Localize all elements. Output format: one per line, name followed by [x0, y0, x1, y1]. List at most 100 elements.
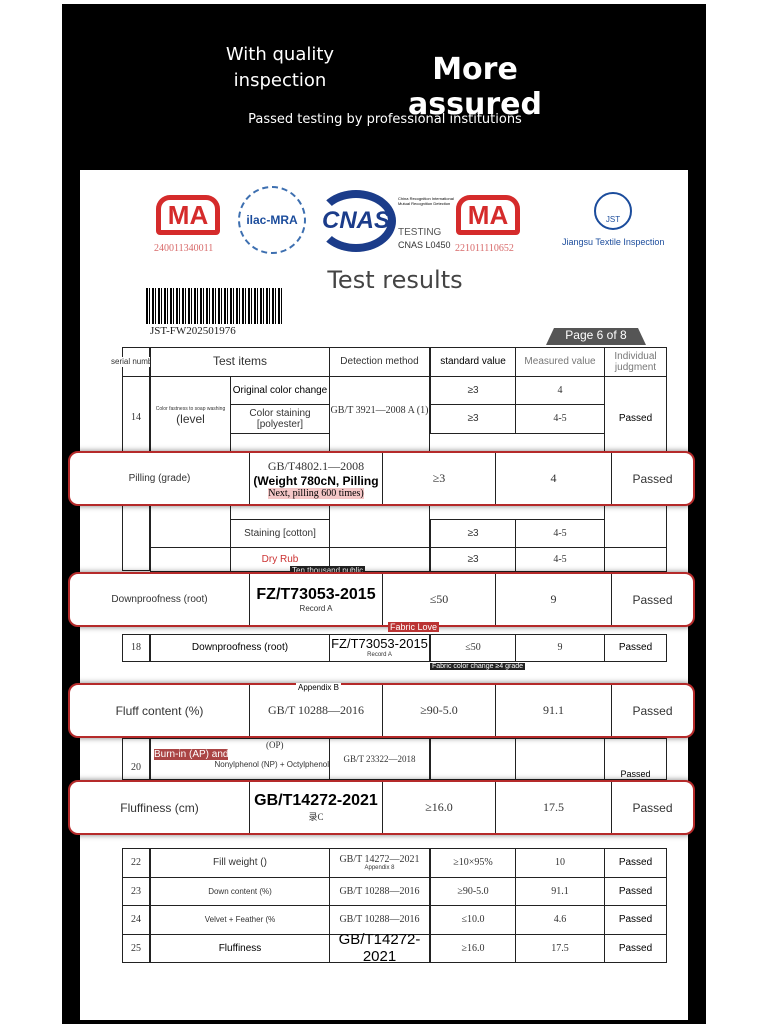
highlight-judgment: Passed [632, 471, 673, 486]
cnas-small-text: China Recognition International Mutual R… [398, 196, 454, 206]
row22-method: GB/T 14272—2021 Appendix 8 [329, 848, 430, 878]
row18-serial: 18 [122, 634, 150, 662]
row25-judgment: Passed [604, 933, 667, 963]
row23-item: Down content (%) [150, 876, 330, 906]
fabric-color-label: Fabric color change ≥4 grade [430, 663, 526, 670]
header-test-items: Test items [150, 347, 330, 377]
row14-std-3: ≥3 [430, 519, 516, 548]
rub-item [150, 547, 231, 572]
row20-val [515, 738, 605, 780]
highlight-method: GB/T14272-2021 录C [250, 782, 383, 833]
row18-val: 9 [515, 634, 605, 662]
header-standard-value: standard value [430, 347, 516, 377]
highlight-item: Downproofness (root) [70, 574, 250, 625]
highlight-method: GB/T 10288—2016 [250, 685, 383, 736]
row23-val: 91.1 [515, 876, 605, 906]
row23-serial: 23 [122, 876, 150, 906]
cnas-testing: TESTING [398, 227, 442, 238]
row14-val-2: 4-5 [515, 404, 605, 434]
row20-method: GB/T 23322—2018 [329, 738, 430, 780]
highlight-row-downproofness: Downproofness (root) FZ/T73053-2015 Recor… [68, 572, 695, 627]
highlight-std: ≥3 [383, 453, 496, 504]
row20-std [430, 738, 516, 780]
row20-judgment: Passed [604, 738, 667, 780]
row24-std: ≤10.0 [430, 905, 516, 935]
highlight-item: Fluffiness (cm) [70, 782, 250, 833]
highlight-item: Fluff content (%) [70, 685, 250, 736]
row18-method: FZ/T73053-2015 Record A [329, 634, 430, 662]
page-indicator: Page 6 of 8 [546, 328, 646, 345]
rub-judgment [604, 547, 667, 572]
row20-serial: 20 [122, 738, 150, 780]
ilac-mra-logo: ilac-MRA [238, 186, 306, 254]
row25-serial: 25 [122, 933, 150, 963]
row25-item: Fluffiness [150, 933, 330, 963]
row22-judgment: Passed [604, 848, 667, 878]
report-title: Test results [327, 266, 463, 294]
rub-val: 4-5 [515, 547, 605, 572]
row24-serial: 24 [122, 905, 150, 935]
ten-thousand-label: Ten thousand public [290, 566, 366, 575]
header-judgment: Individual judgment [604, 347, 667, 377]
row22-item: Fill weight () [150, 848, 330, 878]
row22-val: 10 [515, 848, 605, 878]
row14-val-1: 4 [515, 376, 605, 405]
row20-op: (OP) [266, 740, 284, 750]
row23-std: ≥90-5.0 [430, 876, 516, 906]
cma-number-2: 221011110652 [455, 243, 514, 254]
highlight-val: 4 [496, 453, 612, 504]
row24-item: Velvet + Feather (% [150, 905, 330, 935]
cnas-code: CNAS L0450 [398, 240, 451, 250]
row20-item: Burn-in (AP) and Nonylphenol (NP) + Octyl… [150, 738, 330, 780]
row18-judgment: Passed [604, 634, 667, 662]
row25-std: ≥16.0 [430, 933, 516, 963]
header-measured-value: Measured value [515, 347, 605, 377]
jst-name: Jiangsu Textile Inspection [562, 237, 665, 247]
banner-left-title: With quality inspection [225, 44, 335, 91]
highlight-item: Pilling (grade) [70, 453, 250, 504]
highlight-judgment: Passed [632, 703, 673, 718]
jst-logo: JST [594, 192, 632, 230]
highlight-row-fluffiness: Fluffiness (cm) GB/T14272-2021 录C ≥16.0 1… [68, 780, 695, 835]
highlight-std: ≥90-5.0 [383, 685, 496, 736]
highlight-val: 91.1 [496, 685, 612, 736]
header-serial: serial number [111, 347, 160, 377]
highlight-std: ≤50 [383, 574, 496, 625]
barcode-id: JST-FW202501976 [150, 325, 236, 337]
highlight-judgment: Passed [632, 592, 673, 607]
fabric-love-label: Fabric Love [388, 622, 440, 632]
row23-judgment: Passed [604, 876, 667, 906]
row18-std: ≤50 [430, 634, 516, 662]
row14-std-2: ≥3 [430, 404, 516, 434]
row25-val: 17.5 [515, 933, 605, 963]
banner-subtitle: Passed testing by professional instituti… [248, 112, 522, 127]
row24-judgment: Passed [604, 905, 667, 935]
row22-std: ≥10×95% [430, 848, 516, 878]
rub-std: ≥3 [430, 547, 516, 572]
header-detection-method: Detection method [329, 347, 430, 377]
row24-val: 4.6 [515, 905, 605, 935]
row14-sub-3: Staining [cotton] [230, 519, 330, 548]
cma-number-1: 240011340011 [154, 243, 214, 254]
banner-right-title: More assured [408, 52, 542, 122]
highlight-std: ≥16.0 [383, 782, 496, 833]
row18-item: Downproofness (root) [150, 634, 330, 662]
appendix-b-label: Appendix B [296, 683, 341, 692]
row14-sub-2: Color staining [polyester] [230, 404, 330, 434]
highlight-row-pilling: Pilling (grade) GB/T4802.1—2008 (Weight 7… [68, 451, 695, 506]
highlight-method: GB/T4802.1—2008 (Weight 780cN, Pilling Nex… [250, 453, 383, 504]
row22-serial: 22 [122, 848, 150, 878]
highlight-method: FZ/T73053-2015 Record A [250, 574, 383, 625]
row14-std-1: ≥3 [430, 376, 516, 405]
cma-logo-2: MA [456, 195, 520, 235]
row25-method: GB/T14272-2021 [329, 931, 430, 965]
highlight-judgment: Passed [632, 800, 673, 815]
highlight-val: 17.5 [496, 782, 612, 833]
highlight-val: 9 [496, 574, 612, 625]
row14-val-3: 4-5 [515, 519, 605, 548]
highlight-row-fluff-content: Fluff content (%) GB/T 10288—2016 ≥90-5.… [68, 683, 695, 738]
cma-logo-1: MA [156, 195, 220, 235]
row14-sub-1: Original color change [230, 376, 330, 405]
barcode [146, 288, 284, 324]
row23-method: GB/T 10288—2016 [329, 876, 430, 906]
